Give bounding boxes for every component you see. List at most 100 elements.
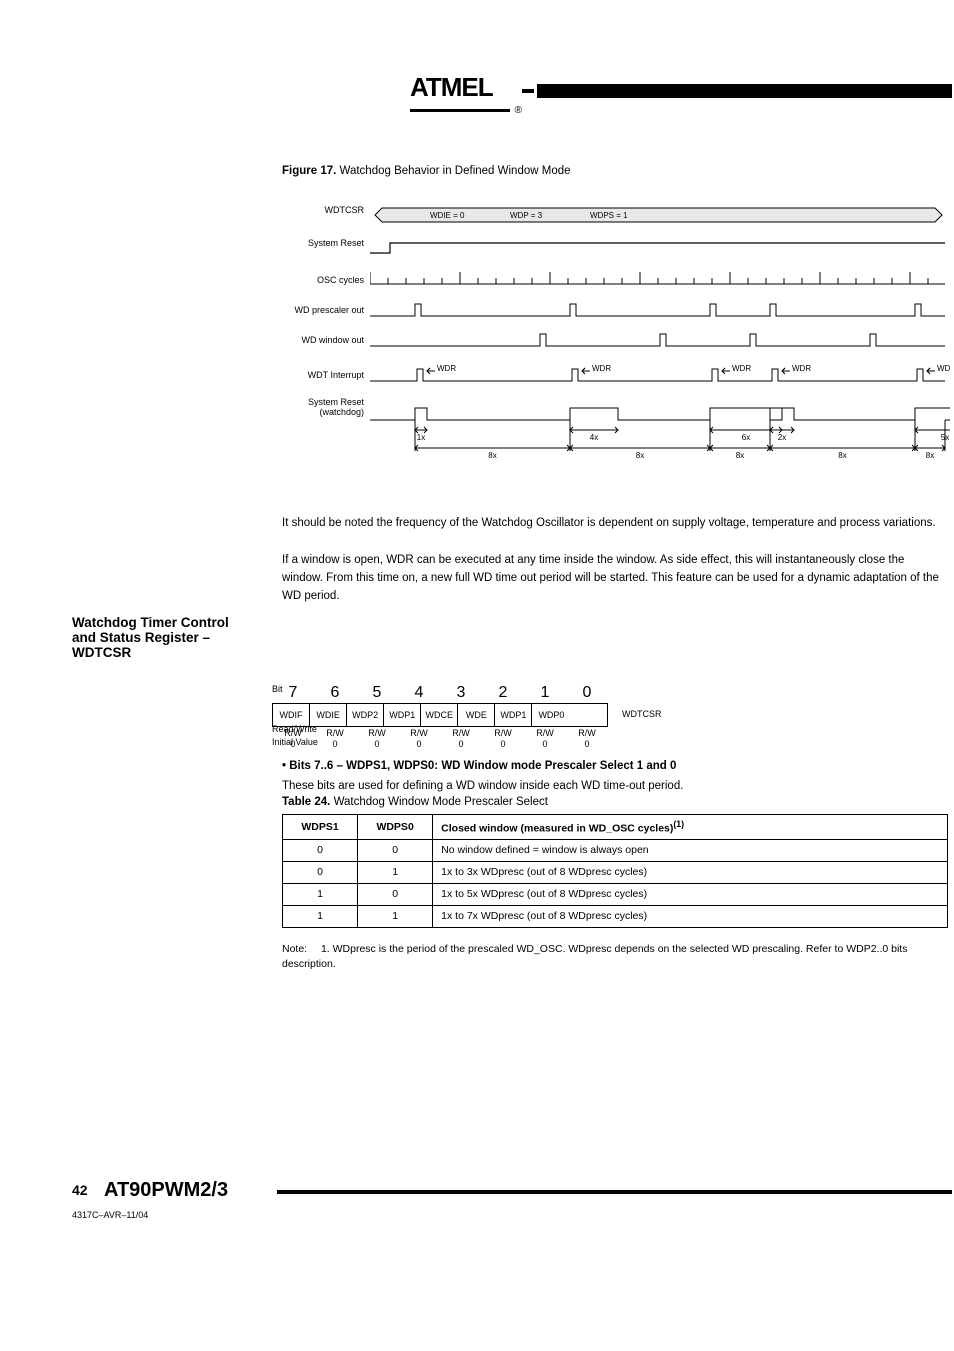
table-header: WDPS1 <box>283 815 358 840</box>
svg-text:8x: 8x <box>488 451 496 460</box>
svg-text:6x: 6x <box>742 433 750 442</box>
table-24: WDPS1WDPS0Closed window (measured in WD_… <box>282 814 948 928</box>
svg-text:WDR: WDR <box>592 364 611 373</box>
table-caption: Table 24. Watchdog Window Mode Prescaler… <box>282 796 548 808</box>
bit-rw: R/W <box>398 728 440 738</box>
bit-name: WDP1 <box>495 704 532 726</box>
rw-label: Read/Write <box>272 724 317 734</box>
paragraph-2: If a window is open, WDR can be executed… <box>282 552 948 605</box>
row-label-sysreset2: System Reset (watchdog) <box>284 398 364 418</box>
register-grid: WDIFWDIEWDP2WDP1WDCEWDEWDP1WDP0 <box>272 703 608 727</box>
register-iv-row: 00000000 <box>272 739 952 749</box>
svg-text:8x: 8x <box>838 451 846 460</box>
bit-label: Bit <box>272 684 332 694</box>
bit-iv: 0 <box>566 739 608 749</box>
table-cell: 0 <box>358 883 433 905</box>
row-label-wdtcsr: WDTCSR <box>284 205 364 215</box>
table-cell: 0 <box>283 839 358 861</box>
header-rule <box>537 84 952 98</box>
bit-desc-heading: • Bits 7..6 – WDPS1, WDPS0: WD Window mo… <box>282 760 676 772</box>
bit-iv: 0 <box>440 739 482 749</box>
figure-title: Watchdog Behavior in Defined Window Mode <box>340 165 571 177</box>
bit-iv: 0 <box>356 739 398 749</box>
table-cell: No window defined = window is always ope… <box>433 839 948 861</box>
svg-text:4x: 4x <box>590 433 598 442</box>
register-diagram: Bit 76543210 WDIFWDIEWDP2WDP1WDCEWDEWDP1… <box>272 684 952 749</box>
figure-caption: Figure 17. Watchdog Behavior in Defined … <box>282 165 571 177</box>
row-label-osc: OSC cycles <box>284 275 364 285</box>
footer-doc-id: 4317C–AVR–11/04 <box>72 1210 148 1220</box>
table-cell: 1 <box>283 905 358 927</box>
bit-rw: R/W <box>524 728 566 738</box>
bit-num: 2 <box>482 684 524 702</box>
svg-text:WDR: WDR <box>437 364 456 373</box>
table-cell: 1x to 3x WDpresc (out of 8 WDpresc cycle… <box>433 861 948 883</box>
bit-rw: R/W <box>440 728 482 738</box>
atmel-logo: ATMEL ® <box>410 72 520 116</box>
table-note: Note: 1. WDpresc is the period of the pr… <box>282 942 948 972</box>
svg-text:WDR: WDR <box>937 364 950 373</box>
register-rw-row: R/WR/WR/WR/WR/WR/WR/WR/W <box>272 728 952 738</box>
table-cell: 1 <box>283 883 358 905</box>
iv-label: Initial Value <box>272 737 318 747</box>
table-header: WDPS0 <box>358 815 433 840</box>
figure-label: Figure 17. <box>282 165 336 177</box>
svg-text:2x: 2x <box>778 433 786 442</box>
footer-rule <box>277 1190 952 1194</box>
footer-title: AT90PWM2/3 <box>104 1179 228 1202</box>
bit-name: WDIE <box>310 704 347 726</box>
bit-name: WDCE <box>421 704 458 726</box>
bit-name: WDP1 <box>384 704 421 726</box>
timing-svg: WDIE = 0 WDP = 3 WDPS = 1 WDR WDR WDR WDR WDR 1x… <box>370 198 950 503</box>
bit-num: 0 <box>566 684 608 702</box>
timing-diagram: WDTCSR System Reset OSC cycles WD presca… <box>282 198 952 503</box>
svg-text:8x: 8x <box>926 451 934 460</box>
note-num: 1. <box>321 943 330 955</box>
table-cell: 1x to 5x WDpresc (out of 8 WDpresc cycle… <box>433 883 948 905</box>
bit-iv: 0 <box>398 739 440 749</box>
table-label: Table 24. <box>282 796 330 808</box>
register-name: WDTCSR <box>622 709 662 719</box>
paragraph-1: It should be noted the frequency of the … <box>282 515 948 533</box>
section-heading: Watchdog Timer Controland Status Registe… <box>72 615 229 660</box>
bit-iv: 0 <box>314 739 356 749</box>
svg-text:WDR: WDR <box>732 364 751 373</box>
bit-name: WDP2 <box>347 704 384 726</box>
row-label-presc: WD prescaler out <box>284 305 364 315</box>
bit-name: WDP0 <box>532 704 607 726</box>
table-cell: 1 <box>358 905 433 927</box>
table-cell: 1 <box>358 861 433 883</box>
register-bitnums: 76543210 <box>272 684 952 702</box>
bit-desc-para: These bits are used for defining a WD wi… <box>282 778 948 796</box>
bit-num: 1 <box>524 684 566 702</box>
bit-rw: R/W <box>356 728 398 738</box>
note-text: WDpresc is the period of the prescaled W… <box>282 943 907 970</box>
bit-name: WDIF <box>273 704 310 726</box>
logo-text: ATMEL <box>410 72 493 102</box>
row-label-sysreset: System Reset <box>284 238 364 248</box>
svg-text:8x: 8x <box>736 451 744 460</box>
registered-icon: ® <box>515 105 522 116</box>
footer-page-number: 42 <box>72 1182 88 1198</box>
bit-name: WDE <box>458 704 495 726</box>
bit-rw: R/W <box>566 728 608 738</box>
table-cell: 0 <box>283 861 358 883</box>
bit-iv: 0 <box>524 739 566 749</box>
svg-text:WDR: WDR <box>792 364 811 373</box>
svg-text:WDIE = 0: WDIE = 0 <box>430 211 465 220</box>
svg-text:WDP = 3: WDP = 3 <box>510 211 543 220</box>
row-label-window: WD window out <box>284 335 364 345</box>
svg-text:8x: 8x <box>636 451 644 460</box>
svg-text:WDPS = 1: WDPS = 1 <box>590 211 628 220</box>
bit-num: 3 <box>440 684 482 702</box>
bit-rw: R/W <box>482 728 524 738</box>
bit-rw: R/W <box>314 728 356 738</box>
table-title: Watchdog Window Mode Prescaler Select <box>334 796 548 808</box>
bit-num: 4 <box>398 684 440 702</box>
row-label-wdtint: WDT Interrupt <box>284 370 364 380</box>
table-cell: 1x to 7x WDpresc (out of 8 WDpresc cycle… <box>433 905 948 927</box>
svg-text:1x: 1x <box>417 433 425 442</box>
bit-iv: 0 <box>482 739 524 749</box>
table-header: Closed window (measured in WD_OSC cycles… <box>433 815 948 840</box>
bit-num: 5 <box>356 684 398 702</box>
